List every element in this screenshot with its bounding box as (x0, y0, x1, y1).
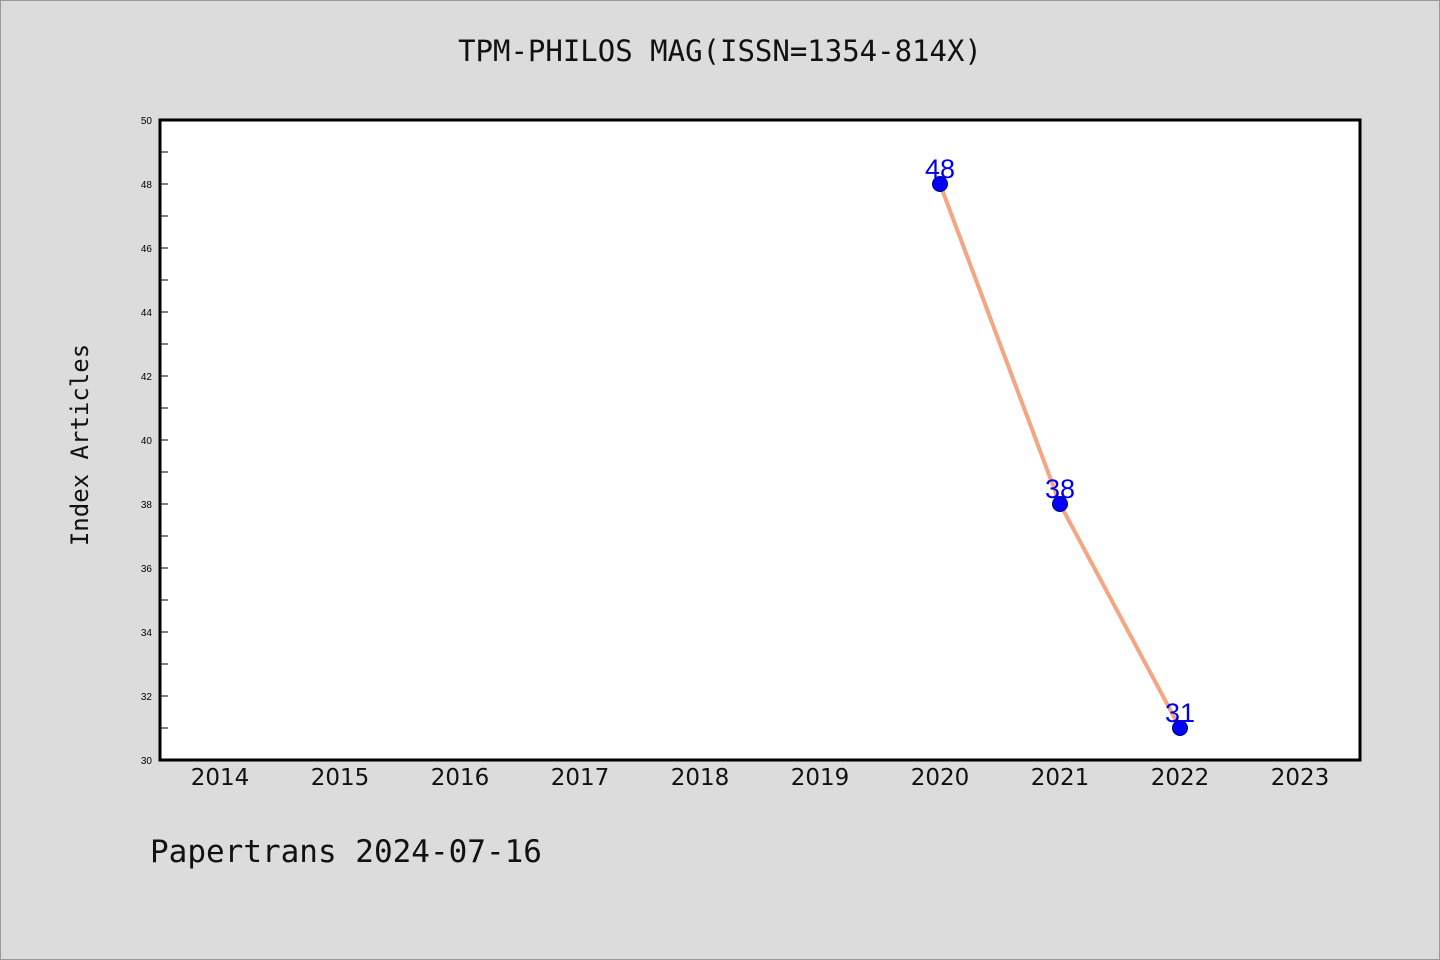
y-tick-label-50: 50 (141, 116, 153, 127)
data-point-2020 (932, 176, 948, 192)
x-tick-label-2020: 2020 (911, 765, 970, 791)
footer-source-date: Papertrans 2024-07-16 (150, 834, 542, 870)
y-tick-label-32: 32 (141, 692, 153, 703)
x-tick-label-2016: 2016 (431, 765, 490, 791)
x-tick-label-2018: 2018 (671, 765, 730, 791)
x-tick-label-2022: 2022 (1151, 765, 1210, 791)
y-tick-label-48: 48 (141, 180, 153, 191)
x-tick-label-2021: 2021 (1031, 765, 1090, 791)
x-tick-label-2015: 2015 (311, 765, 370, 791)
y-tick-label-44: 44 (141, 308, 153, 319)
plot-area (160, 120, 1360, 760)
x-tick-label-2023: 2023 (1271, 765, 1330, 791)
data-label-2020: 48 (925, 154, 955, 184)
y-tick-label-34: 34 (141, 628, 153, 639)
y-tick-label-46: 46 (141, 244, 153, 255)
x-tick-label-2019: 2019 (791, 765, 850, 791)
y-tick-label-30: 30 (141, 756, 153, 767)
x-tick-label-2014: 2014 (191, 765, 250, 791)
data-point-2022 (1172, 720, 1188, 736)
chart-title: TPM-PHILOS MAG(ISSN=1354-814X) (458, 34, 982, 68)
data-point-2021 (1052, 496, 1068, 512)
y-tick-label-42: 42 (141, 372, 153, 383)
y-tick-label-40: 40 (141, 436, 153, 447)
x-tick-label-2017: 2017 (551, 765, 610, 791)
data-label-2022: 31 (1165, 698, 1195, 728)
y-tick-label-36: 36 (141, 564, 153, 575)
y-tick-label-38: 38 (141, 500, 153, 511)
data-label-2021: 38 (1045, 474, 1075, 504)
plot-border (158, 118, 1362, 762)
